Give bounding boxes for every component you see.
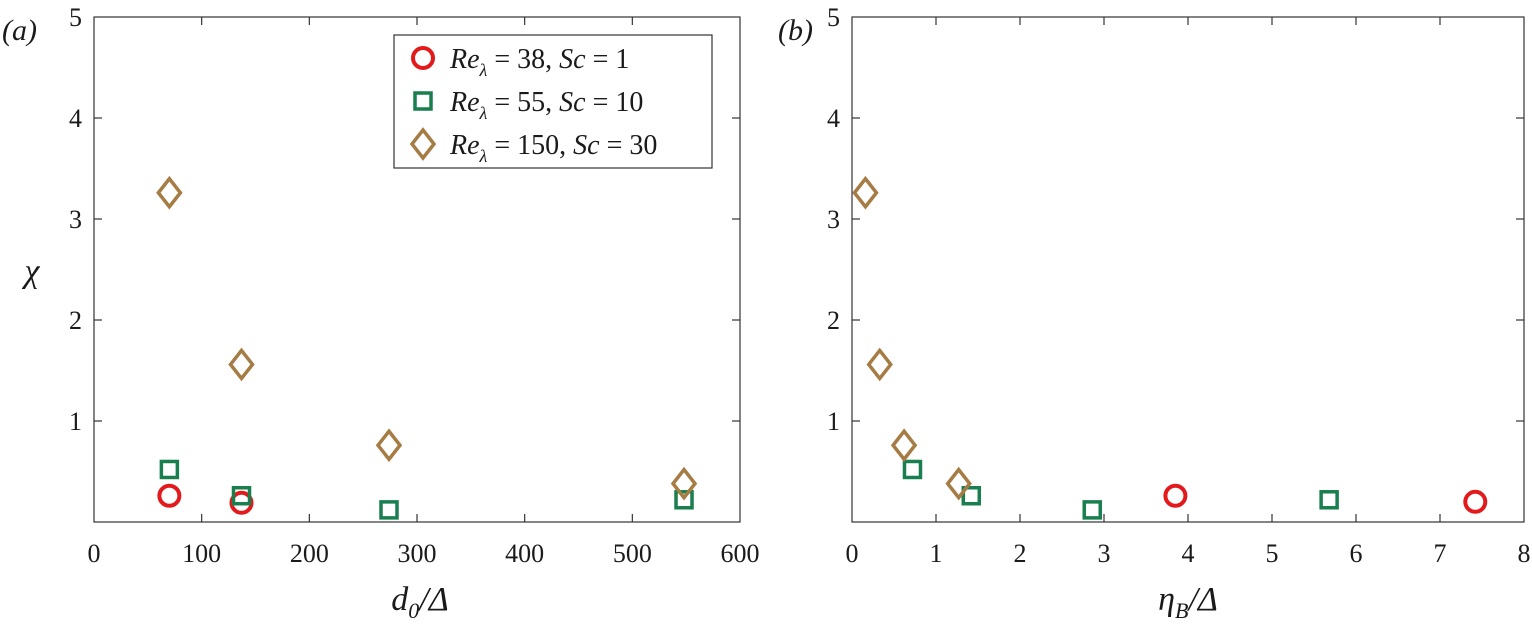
y-axis-label: χ (22, 253, 41, 290)
legend-entry: Reλ = 38, Sc = 1 (449, 44, 629, 80)
x-tick-label: 3 (1098, 539, 1111, 568)
series-square (159, 459, 694, 520)
x-tick-label: 0 (88, 539, 101, 568)
legend-entry: Reλ = 150, Sc = 30 (449, 130, 657, 166)
x-tick-label: 400 (505, 539, 544, 568)
y-tick-label: 5 (69, 3, 82, 32)
legend-box (393, 34, 713, 169)
data-point-square (961, 485, 982, 506)
x-tick-label: 500 (613, 539, 652, 568)
y-tick-label: 3 (827, 205, 840, 234)
data-point-square (1319, 490, 1339, 510)
data-point-circle (157, 483, 182, 508)
series-diamond (852, 175, 972, 501)
series-square (902, 459, 1339, 520)
data-point-square (379, 500, 399, 520)
data-point-square (902, 459, 923, 480)
y-tick-label: 4 (827, 104, 840, 133)
data-point-diamond (228, 347, 255, 382)
y-tick-label: 1 (69, 407, 82, 436)
legend-marker-circle (411, 46, 435, 70)
panel-a: 0 100 200 300 400 500 600 1 2 3 4 5 (a) χ d0/Δ Reλ = 38… (2, 3, 760, 623)
y-tick-label: 2 (827, 306, 840, 335)
y-tick-label: 2 (69, 306, 82, 335)
x-axis-label: d0/Δ (391, 581, 448, 623)
legend-marker-diamond (409, 127, 437, 161)
x-tick-label: 100 (182, 539, 221, 568)
x-tick-label: 300 (398, 539, 437, 568)
data-point-square (1082, 500, 1102, 520)
x-tick-label: 6 (1350, 539, 1363, 568)
legend: Reλ = 38, Sc = 1 Reλ = 55, Sc = 10 Reλ = 1… (393, 34, 713, 169)
data-point-diamond (890, 428, 918, 463)
data-point-square (674, 490, 694, 510)
x-tick-label: 200 (290, 539, 329, 568)
x-tick-label: 2 (1014, 539, 1027, 568)
x-tick-label: 0 (846, 539, 859, 568)
data-point-diamond (670, 466, 698, 501)
legend-entry: Reλ = 55, Sc = 10 (449, 87, 643, 123)
series-circle (157, 483, 254, 515)
y-tick-label: 3 (69, 205, 82, 234)
data-point-diamond (375, 428, 403, 463)
data-point-diamond (945, 466, 972, 501)
x-tick-label: 1 (930, 539, 943, 568)
data-point-square (231, 485, 252, 506)
x-axis-label: ηB/Δ (1158, 581, 1218, 623)
data-point-circle (1163, 483, 1188, 508)
data-point-diamond (866, 347, 893, 382)
panel-label: (b) (778, 14, 813, 47)
x-tick-label: 8 (1518, 539, 1531, 568)
data-point-circle (1463, 489, 1488, 514)
panel-label: (a) (2, 14, 37, 47)
x-tick-label: 5 (1266, 539, 1279, 568)
series-diamond (156, 175, 698, 501)
series-circle (1163, 483, 1488, 514)
x-tick-label: 7 (1434, 539, 1447, 568)
y-tick-label: 1 (827, 407, 840, 436)
panel-b: 0 1 2 3 4 5 6 7 8 1 2 3 4 5 (b) ηB/Δ (778, 3, 1531, 623)
plot-frame (851, 16, 1525, 523)
data-point-circle (229, 490, 254, 515)
y-tick-label: 5 (827, 3, 840, 32)
legend-marker-square (413, 91, 433, 111)
data-point-square (159, 459, 180, 480)
x-tick-label: 4 (1182, 539, 1195, 568)
data-point-diamond (852, 175, 879, 210)
data-point-diamond (156, 175, 183, 210)
x-tick-label: 600 (721, 539, 760, 568)
y-tick-label: 4 (69, 104, 82, 133)
